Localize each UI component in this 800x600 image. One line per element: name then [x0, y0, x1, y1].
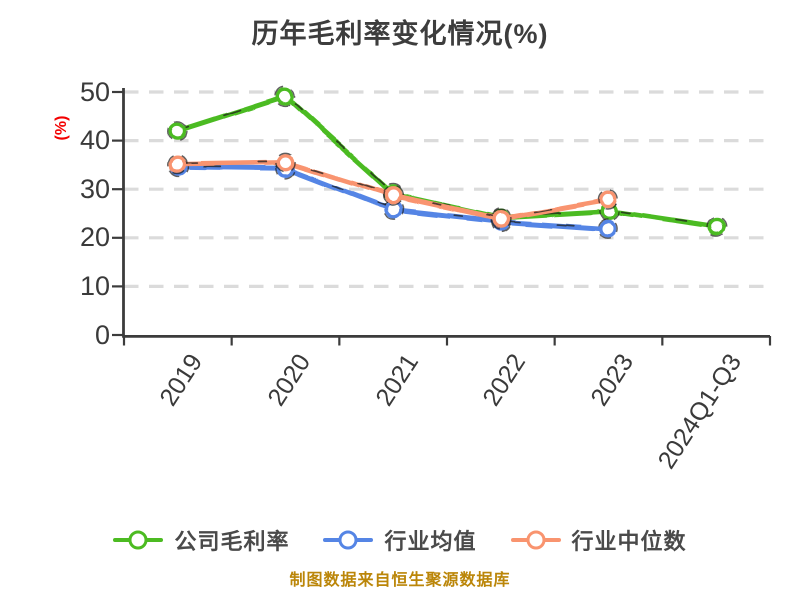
y-axis-tick-label: 50 [79, 76, 110, 107]
chart-title: 历年毛利率变化情况(%) [251, 19, 549, 49]
legend-marker-orange-circle-icon [510, 529, 561, 551]
legend-label-industry-median: 行业中位数 [571, 529, 687, 554]
y-axis-tick-label: 40 [79, 125, 110, 156]
legend-item-industry-average: 行业均值 [323, 524, 476, 556]
data-point-marker [384, 186, 403, 205]
legend-label-industry-average: 行业均值 [384, 529, 477, 554]
legend-marker-blue-circle-icon [323, 529, 374, 551]
data-point-marker [491, 209, 510, 228]
legend-item-industry-median: 行业中位数 [510, 524, 687, 556]
y-axis-tick-label: 10 [79, 270, 110, 301]
data-point-marker [168, 122, 187, 141]
plot-area [112, 86, 774, 346]
axis-lines [122, 88, 770, 338]
data-source-note: 制图数据来自恒生聚源数据库 [289, 572, 511, 589]
legend-label-company-margin: 公司毛利率 [174, 529, 290, 554]
data-point-marker [599, 190, 618, 209]
data-point-marker [276, 87, 295, 106]
y-axis-tick-label: 30 [79, 173, 110, 204]
data-point-marker [707, 218, 726, 237]
series-line-2 [167, 151, 619, 230]
data-point-marker [168, 155, 187, 173]
y-axis-tick-label: 20 [79, 222, 110, 253]
legend-marker-green-circle-icon [113, 529, 164, 551]
legend: 公司毛利率 行业均值 行业中位数 [0, 524, 800, 556]
data-point-marker [276, 153, 295, 171]
data-point-marker [599, 219, 618, 238]
legend-item-company-margin: 公司毛利率 [113, 524, 289, 556]
y-axis-tick-label: 0 [94, 319, 110, 350]
